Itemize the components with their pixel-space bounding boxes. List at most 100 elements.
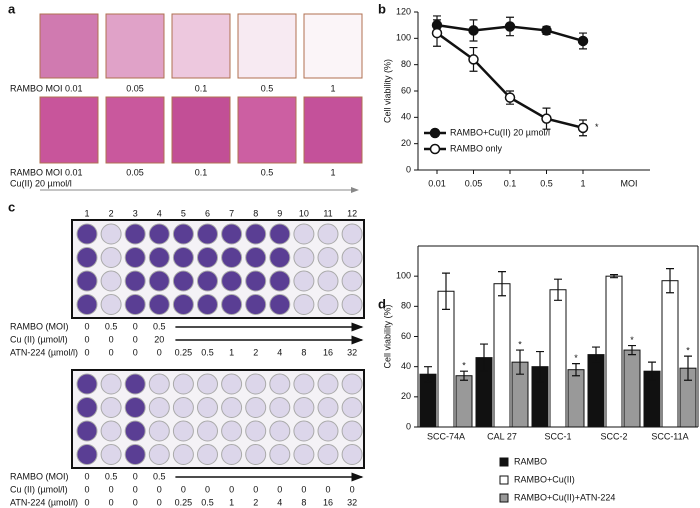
well (100, 270, 122, 292)
image-label: RAMBO MOI 0.01 (10, 83, 83, 93)
well (76, 420, 98, 442)
well (100, 247, 122, 268)
row-value: 8 (301, 497, 306, 507)
row-value: 0 (133, 347, 138, 357)
row-value: 0 (277, 484, 282, 494)
row-value: 0 (157, 347, 162, 357)
y-tick-label: 40 (401, 361, 411, 371)
well (100, 294, 122, 315)
well (197, 397, 218, 418)
well (100, 397, 122, 418)
well (76, 247, 98, 268)
error-bar (460, 370, 468, 381)
row-value: 4 (277, 497, 282, 507)
image-label: 0.05 (126, 83, 144, 93)
well (124, 247, 146, 268)
well (172, 373, 194, 395)
row-label: ATN-224 (µmol/l) (10, 497, 78, 507)
well (317, 373, 339, 395)
micrograph (303, 96, 363, 164)
well (245, 397, 267, 418)
row-value: 0 (84, 334, 89, 344)
well (293, 247, 315, 268)
well (293, 270, 315, 292)
well (341, 247, 363, 268)
micrograph (303, 13, 363, 79)
row-value: 0 (84, 484, 89, 494)
x-tick-label: SCC-74A (427, 431, 465, 441)
well (245, 247, 267, 268)
row-value: 0 (205, 484, 210, 494)
y-tick-label: 100 (396, 33, 411, 43)
micrograph (171, 13, 231, 79)
x-tick-label: SCC-11A (651, 431, 688, 441)
row-value: 0.25 (175, 497, 193, 507)
row-value: 0 (109, 334, 114, 344)
annotation: * (462, 361, 466, 371)
well (341, 420, 363, 442)
error-bar (516, 349, 524, 375)
point (431, 27, 443, 39)
annotation: * (518, 339, 522, 349)
error-bar (480, 343, 488, 372)
well (148, 397, 170, 418)
row-value: 0 (133, 334, 138, 344)
well (100, 223, 122, 245)
column-number: 7 (229, 208, 234, 218)
x-tick-label: SCC-2 (600, 431, 627, 441)
well (341, 373, 363, 395)
well (293, 444, 315, 465)
well (124, 294, 146, 315)
x-tick-label: 0.01 (428, 178, 446, 188)
well (221, 223, 243, 245)
x-axis-label: MOI (621, 178, 638, 188)
error-bar (498, 271, 506, 297)
column-number: 12 (347, 208, 357, 218)
bar (605, 275, 623, 428)
y-tick-label: 20 (401, 138, 411, 148)
x-tick-label: SCC-1 (544, 431, 571, 441)
row-value: 0 (84, 321, 89, 331)
column-number: 1 (84, 208, 89, 218)
legend-swatch (499, 493, 509, 503)
well (76, 397, 98, 418)
well (317, 223, 339, 245)
row-value: 0.5 (153, 321, 166, 331)
micrograph (105, 13, 165, 79)
row-value: 0.5 (201, 347, 214, 357)
well (148, 270, 170, 292)
point (577, 122, 589, 134)
row-label: RAMBO (MOI) (10, 321, 69, 331)
micrograph (39, 13, 99, 79)
point (541, 113, 552, 124)
row-label: ATN-224 (µmol/l) (10, 347, 78, 357)
well (269, 270, 291, 292)
well (172, 270, 194, 292)
well (100, 444, 122, 465)
well (148, 444, 170, 465)
x-tick-label: 0.5 (540, 178, 553, 188)
row-value: 32 (347, 497, 357, 507)
column-number: 6 (205, 208, 210, 218)
well (172, 397, 194, 418)
y-tick-label: 0 (406, 421, 411, 431)
image-label: 1 (330, 83, 335, 93)
row-value: 0 (157, 497, 162, 507)
bar (661, 280, 679, 428)
row-value: 2 (253, 347, 258, 357)
well (245, 444, 267, 465)
well (269, 294, 291, 315)
legend-label: RAMBO+Cu(II)+ATN-224 (514, 492, 615, 502)
legend-swatch (499, 457, 509, 467)
column-number: 3 (133, 208, 138, 218)
row-value: 1 (229, 497, 234, 507)
well (100, 420, 122, 442)
x-tick-label: 1 (580, 178, 585, 188)
well (197, 294, 218, 315)
row-label: RAMBO (MOI) (10, 471, 69, 481)
column-number: 11 (323, 208, 332, 218)
legend-label: RAMBO (514, 456, 547, 466)
image-label: 0.5 (261, 83, 274, 93)
legend-label: RAMBO only (450, 143, 503, 153)
